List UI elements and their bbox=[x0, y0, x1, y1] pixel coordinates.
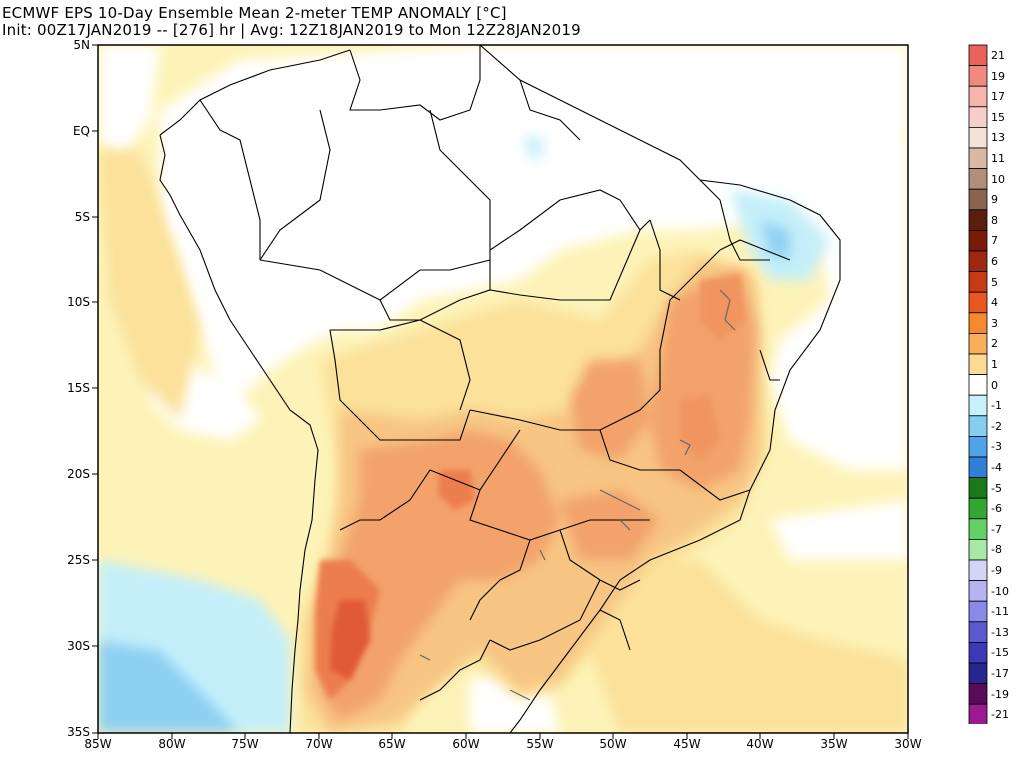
lat-label-5s: 5S bbox=[74, 210, 90, 224]
colorbar-label: 0 bbox=[991, 378, 998, 392]
colorbar-swatch bbox=[968, 394, 988, 417]
lon-label-85w: 85W bbox=[84, 737, 112, 751]
colorbar-swatch bbox=[968, 642, 988, 664]
colorbar-label: -15 bbox=[991, 646, 1009, 660]
colorbar-swatch bbox=[968, 456, 988, 479]
colorbar-swatch bbox=[968, 168, 988, 190]
lon-label-80w: 80W bbox=[158, 737, 186, 751]
lon-label-55w: 55W bbox=[526, 737, 554, 751]
colorbar-swatch bbox=[968, 85, 988, 108]
colorbar-swatch bbox=[968, 559, 988, 582]
colorbar-label: -7 bbox=[991, 522, 1002, 536]
lon-label-45w: 45W bbox=[673, 737, 701, 751]
colorbar-label: -8 bbox=[991, 543, 1002, 557]
lat-label-15s: 15S bbox=[67, 381, 90, 395]
colorbar-label: 17 bbox=[991, 90, 1005, 104]
lat-label-25s: 25S bbox=[67, 553, 90, 567]
colorbar-label: -10 bbox=[991, 584, 1009, 598]
colorbar-label: 11 bbox=[991, 152, 1005, 165]
colorbar-swatch bbox=[968, 538, 988, 561]
colorbar-label: 4 bbox=[991, 296, 998, 310]
lon-label-65w: 65W bbox=[378, 737, 406, 751]
lat-label-eq: EQ bbox=[72, 124, 90, 138]
colorbar-swatch bbox=[968, 477, 988, 499]
boundaries bbox=[159, 45, 841, 733]
colorbar-label: -1 bbox=[991, 399, 1002, 413]
colorbar-label: -4 bbox=[991, 461, 1002, 474]
colorbar-swatch bbox=[968, 271, 988, 293]
colorbar-swatch bbox=[968, 435, 988, 458]
colorbar-swatch bbox=[968, 106, 988, 128]
colorbar-label: -11 bbox=[991, 605, 1009, 619]
colorbar-swatch bbox=[968, 44, 988, 67]
colorbar-label: 5 bbox=[991, 275, 998, 289]
colorbar-swatch bbox=[968, 312, 988, 334]
cold-areas bbox=[98, 135, 908, 733]
lat-label-35s: 35S bbox=[67, 725, 90, 739]
colorbar-swatch bbox=[968, 621, 988, 643]
colorbar-label: 19 bbox=[991, 69, 1005, 83]
lat-label-30s: 30S bbox=[67, 639, 90, 653]
lon-label-35w: 35W bbox=[820, 737, 848, 751]
colorbar-label: 13 bbox=[991, 131, 1005, 145]
colorbar-label: 8 bbox=[991, 213, 998, 227]
colorbar-swatch bbox=[968, 703, 988, 724]
map-title: ECMWF EPS 10-Day Ensemble Mean 2-meter T… bbox=[2, 4, 507, 22]
colorbar-swatch bbox=[968, 332, 988, 355]
colorbar-label: 2 bbox=[991, 337, 998, 351]
colorbar-label: -13 bbox=[991, 625, 1009, 639]
colorbar-label: -19 bbox=[991, 687, 1009, 701]
colorbar-swatch bbox=[968, 65, 988, 87]
colorbar-label: 10 bbox=[991, 172, 1005, 186]
colorbar-swatch bbox=[968, 662, 988, 685]
colorbar-swatch bbox=[968, 518, 988, 540]
map-frame bbox=[97, 44, 909, 734]
colorbar-label: 15 bbox=[991, 110, 1005, 124]
map-subtitle: Init: 00Z17JAN2019 -- [276] hr | Avg: 12… bbox=[2, 21, 581, 39]
colorbar-swatch bbox=[968, 683, 988, 705]
colorbar-label: -6 bbox=[991, 502, 1002, 516]
colorbar-swatch bbox=[968, 147, 988, 170]
colorbar-swatch bbox=[968, 497, 988, 520]
lat-label-20s: 20S bbox=[67, 467, 90, 481]
colorbar-swatch bbox=[968, 188, 988, 211]
warm-areas-5 bbox=[330, 600, 370, 680]
lon-label-30w: 30W bbox=[894, 737, 922, 751]
colorbar-label: -5 bbox=[991, 481, 1002, 495]
colorbar-label: 3 bbox=[991, 316, 998, 330]
colorbar-swatch bbox=[968, 580, 988, 602]
colorbar-label: 9 bbox=[991, 193, 998, 207]
colorbar-swatch bbox=[968, 291, 988, 314]
axis-ticks bbox=[92, 44, 909, 739]
colorbar-swatch bbox=[968, 209, 988, 231]
colorbar-label: -3 bbox=[991, 440, 1002, 454]
lon-label-40w: 40W bbox=[746, 737, 774, 751]
colorbar-swatch bbox=[968, 250, 988, 273]
colorbar bbox=[968, 44, 988, 724]
lon-label-50w: 50W bbox=[599, 737, 627, 751]
lon-label-60w: 60W bbox=[452, 737, 480, 751]
colorbar-label: -21 bbox=[991, 708, 1009, 722]
colorbar-label: 21 bbox=[991, 49, 1005, 62]
lon-label-75w: 75W bbox=[231, 737, 259, 751]
colorbar-swatch bbox=[968, 229, 988, 252]
colorbar-swatch bbox=[968, 374, 988, 396]
colorbar-label: -9 bbox=[991, 564, 1002, 577]
shaded-field bbox=[98, 45, 908, 733]
colorbar-label: 1 bbox=[991, 358, 998, 371]
colorbar-label: -2 bbox=[991, 419, 1002, 433]
colorbar-label: 6 bbox=[991, 255, 998, 268]
lon-label-70w: 70W bbox=[305, 737, 333, 751]
colorbar-swatch bbox=[968, 600, 988, 623]
inland-water bbox=[419, 289, 736, 701]
colorbar-label: -17 bbox=[991, 667, 1009, 680]
lat-label-5n: 5N bbox=[73, 38, 90, 52]
colorbar-swatch bbox=[968, 353, 988, 376]
colorbar-swatch bbox=[968, 415, 988, 437]
lat-label-10s: 10S bbox=[67, 295, 90, 309]
colorbar-label: 7 bbox=[991, 234, 998, 248]
colorbar-swatch bbox=[968, 127, 988, 149]
